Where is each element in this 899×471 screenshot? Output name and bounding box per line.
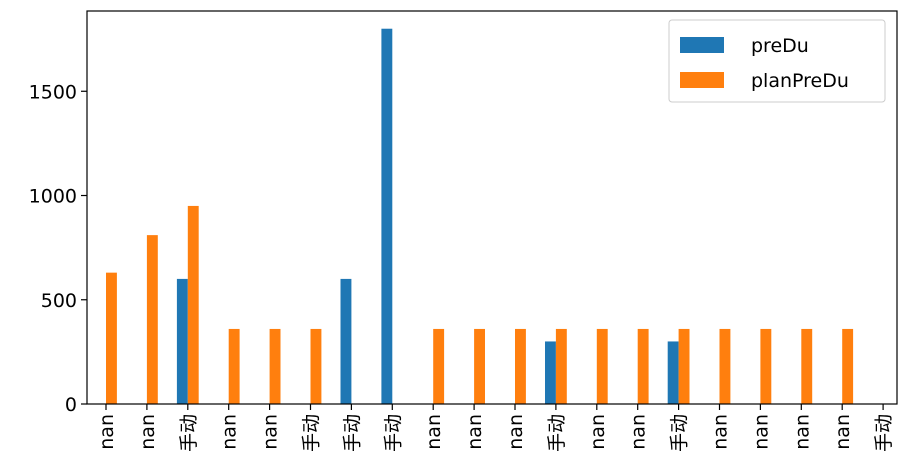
y-tick-label-0: 0 xyxy=(65,394,77,416)
x-tick-label-2: 手动 xyxy=(178,414,200,452)
x-tick-label-12: nan xyxy=(587,414,609,450)
bar-planpredu-15 xyxy=(719,328,731,404)
x-tick-label-6: 手动 xyxy=(341,414,363,452)
x-tick-label-8: nan xyxy=(423,414,445,450)
bar-planpredu-1 xyxy=(146,235,158,404)
bar-planpredu-2 xyxy=(187,205,199,404)
x-tick-label-7: 手动 xyxy=(382,414,404,452)
bar-planpredu-3 xyxy=(228,328,240,404)
x-tick-label-19: 手动 xyxy=(873,414,895,452)
x-tick-label-10: nan xyxy=(505,414,527,450)
bar-planpredu-11 xyxy=(555,328,567,404)
x-tick-label-0: nan xyxy=(96,414,118,450)
bar-planpredu-10 xyxy=(515,328,526,404)
x-tick-label-4: nan xyxy=(260,414,282,450)
bar-planpredu-16 xyxy=(760,328,772,404)
plot-frame xyxy=(86,10,898,405)
bar-planpredu-4 xyxy=(269,328,281,404)
x-tick-label-16: nan xyxy=(750,414,772,450)
bar-predu-14 xyxy=(667,341,679,404)
legend-swatch-planpredu xyxy=(680,72,724,88)
y-tick-label-500: 500 xyxy=(41,290,77,312)
y-axis: 0 500 1000 1500 xyxy=(29,81,87,416)
legend-label-predu: preDu xyxy=(751,35,809,57)
bar-planpredu-13 xyxy=(637,328,649,404)
bar-planpredu-12 xyxy=(596,328,608,404)
bar-planpredu-9 xyxy=(474,328,485,404)
legend: preDu planPreDu xyxy=(668,19,886,103)
bar-predu-7 xyxy=(381,28,393,404)
y-tick-label-1500: 1500 xyxy=(29,81,77,103)
legend-label-planpredu: planPreDu xyxy=(751,70,849,92)
bar-predu-2 xyxy=(176,278,188,404)
bar-planpredu-18 xyxy=(842,328,854,404)
bar-predu-11 xyxy=(545,341,556,404)
x-axis: nan nan 手动 nan nan 手动 手动 手动 nan nan nan 手动 nan nan 手动 n… xyxy=(96,404,895,452)
x-tick-label-9: nan xyxy=(464,414,486,450)
x-tick-label-17: nan xyxy=(791,414,813,450)
x-tick-label-13: nan xyxy=(628,414,650,450)
x-tick-label-1: nan xyxy=(137,414,159,450)
x-tick-label-11: 手动 xyxy=(546,414,568,452)
x-tick-label-15: nan xyxy=(710,414,732,450)
x-tick-label-18: nan xyxy=(832,414,854,450)
y-tick-label-1000: 1000 xyxy=(29,186,77,208)
bar-planpredu-14 xyxy=(678,328,690,404)
x-tick-label-5: 手动 xyxy=(301,414,323,452)
bar-planpredu-17 xyxy=(801,328,813,404)
x-tick-label-3: nan xyxy=(219,414,241,450)
bar-planpredu-5 xyxy=(310,328,322,404)
legend-swatch-predu xyxy=(680,37,724,53)
x-tick-label-14: 手动 xyxy=(669,414,691,452)
bar-predu-6 xyxy=(340,278,352,404)
bars-layer xyxy=(106,28,854,404)
bar-planpredu-0 xyxy=(106,272,117,404)
bar-planpredu-8 xyxy=(433,328,445,404)
